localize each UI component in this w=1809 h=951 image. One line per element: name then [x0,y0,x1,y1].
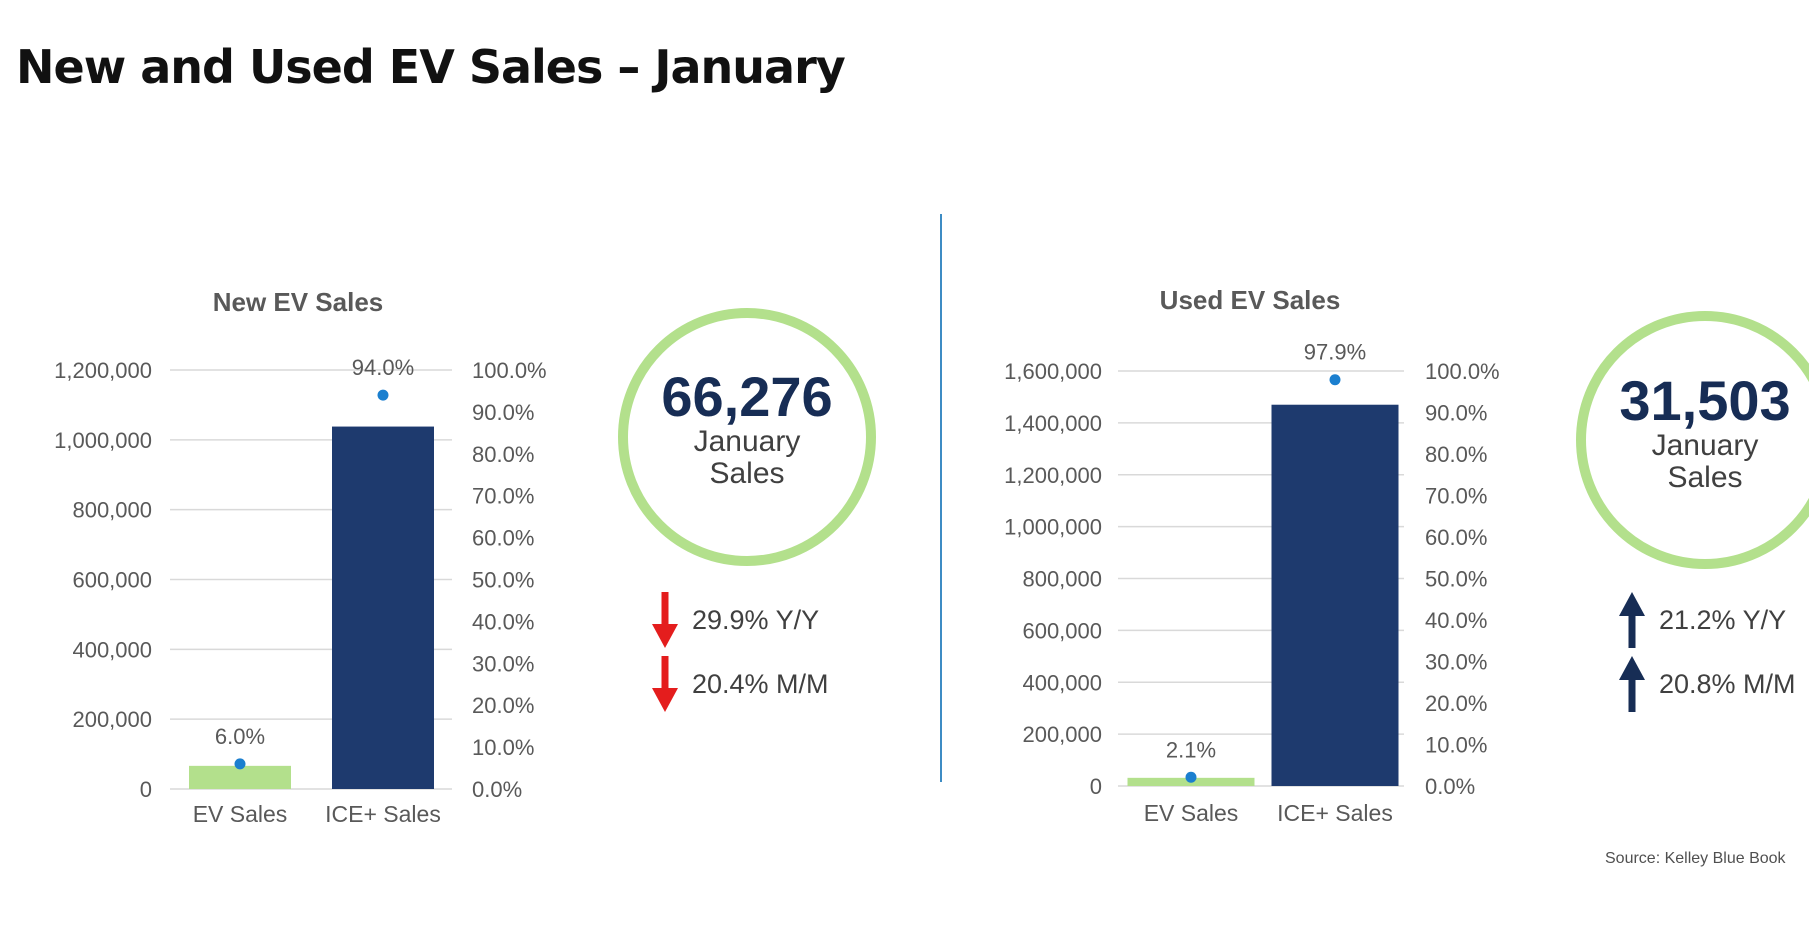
chart-title-new: New EV Sales [213,287,384,317]
new-bar-ice [332,426,434,789]
kpi-new-change-yy: 29.9% Y/Y [652,592,819,648]
plot-new-ev-sales: 0 200,000 400,000 600,000 800,000 1,000,000 1,… [54,355,547,827]
used-y-tick-label: 200,000 [1022,722,1102,747]
kpi-new: 66,276 January Sales [617,368,877,490]
used-share-point [1185,771,1197,783]
used-y-tick-label: 0 [1090,774,1102,799]
used-y2-tick-label: 0.0% [1425,774,1475,799]
kpi-used-change-mm-text: 20.8% M/M [1659,668,1796,699]
plot-used-ev-sales: 0 200,000 400,000 600,000 800,000 1,000,000 1,… [1004,340,1500,826]
kpi-new-change-mm: 20.4% M/M [652,656,829,712]
used-y-tick-label: 1,000,000 [1004,515,1102,540]
new-y2-tick-label: 40.0% [472,609,534,634]
new-y-tick-label: 0 [140,777,152,802]
new-y2-tick-label: 30.0% [472,651,534,676]
new-share-point [377,389,389,401]
kpi-used-change-yy-text: 21.2% Y/Y [1659,604,1787,635]
new-y2-tick-label: 60.0% [472,526,534,551]
used-y-tick-label: 600,000 [1022,618,1102,643]
used-data-label: 2.1% [1166,737,1216,762]
new-share-point [234,758,246,770]
arrow-down-icon [652,592,678,648]
kpi-used-label-line2: Sales [1667,461,1743,494]
new-y-tick-label: 1,000,000 [54,428,152,453]
new-y-tick-label: 400,000 [72,637,152,662]
used-bar-ice [1271,404,1399,786]
used-data-label: 97.9% [1304,340,1366,365]
used-share-point [1329,374,1341,386]
arrow-down-icon [652,656,678,712]
page-title: New and Used EV Sales – January [16,40,846,94]
kpi-new-label-line1: January [693,425,801,458]
source-note: Source: Kelley Blue Book [1605,850,1786,867]
new-data-label: 94.0% [352,355,414,380]
used-y-tick-label: 1,600,000 [1004,359,1102,384]
new-y-tick-label: 1,200,000 [54,358,152,383]
used-y2-tick-label: 80.0% [1425,442,1487,467]
used-y2-tick-label: 60.0% [1425,525,1487,550]
kpi-ring-new [618,308,876,566]
used-y-tick-label: 800,000 [1022,567,1102,592]
new-bar-ev [189,765,291,789]
chart-title-used: Used EV Sales [1160,285,1341,315]
kpi-used-change-yy: 21.2% Y/Y [1619,592,1786,648]
kpi-new-change-mm-text: 20.4% M/M [692,668,829,699]
kpi-used-change-mm: 20.8% M/M [1619,656,1796,712]
used-y2-tick-label: 20.0% [1425,691,1487,716]
kpi-used-value: 31,503 [1619,369,1791,432]
used-y2-tick-label: 40.0% [1425,608,1487,633]
kpi-used-label-line1: January [1651,429,1759,462]
used-y2-tick-label: 50.0% [1425,567,1487,592]
kpi-new-change-yy-text: 29.9% Y/Y [692,604,820,635]
new-y2-tick-label: 80.0% [472,442,534,467]
used-y2-tick-label: 90.0% [1425,401,1487,426]
new-y2-tick-label: 100.0% [472,358,547,383]
new-y2-tick-label: 70.0% [472,484,534,509]
new-y2-tick-label: 50.0% [472,568,534,593]
new-y2-tick-label: 20.0% [472,693,534,718]
new-y-tick-label: 600,000 [72,568,152,593]
kpi-new-label-line2: Sales [709,457,785,490]
used-y2-tick-label: 70.0% [1425,484,1487,509]
new-data-label: 6.0% [215,724,265,749]
kpi-used: 31,503 January Sales [1575,372,1809,494]
new-category-label: EV Sales [193,801,288,827]
new-y2-tick-label: 0.0% [472,777,522,802]
arrow-up-icon [1619,656,1645,712]
new-y-tick-label: 800,000 [72,498,152,523]
used-y2-tick-label: 30.0% [1425,650,1487,675]
section-divider [940,214,942,782]
new-y-tick-label: 200,000 [72,707,152,732]
used-category-label: ICE+ Sales [1277,800,1393,826]
new-category-label: ICE+ Sales [325,801,441,827]
used-y-tick-label: 1,400,000 [1004,411,1102,436]
used-y2-tick-label: 10.0% [1425,733,1487,758]
arrow-up-icon [1619,592,1645,648]
used-y2-tick-label: 100.0% [1425,359,1500,384]
new-y2-tick-label: 90.0% [472,400,534,425]
new-y2-tick-label: 10.0% [472,735,534,760]
used-y-tick-label: 400,000 [1022,670,1102,695]
used-y-tick-label: 1,200,000 [1004,463,1102,488]
kpi-ring-used [1576,311,1809,569]
kpi-new-value: 66,276 [661,365,833,428]
used-category-label: EV Sales [1144,800,1239,826]
